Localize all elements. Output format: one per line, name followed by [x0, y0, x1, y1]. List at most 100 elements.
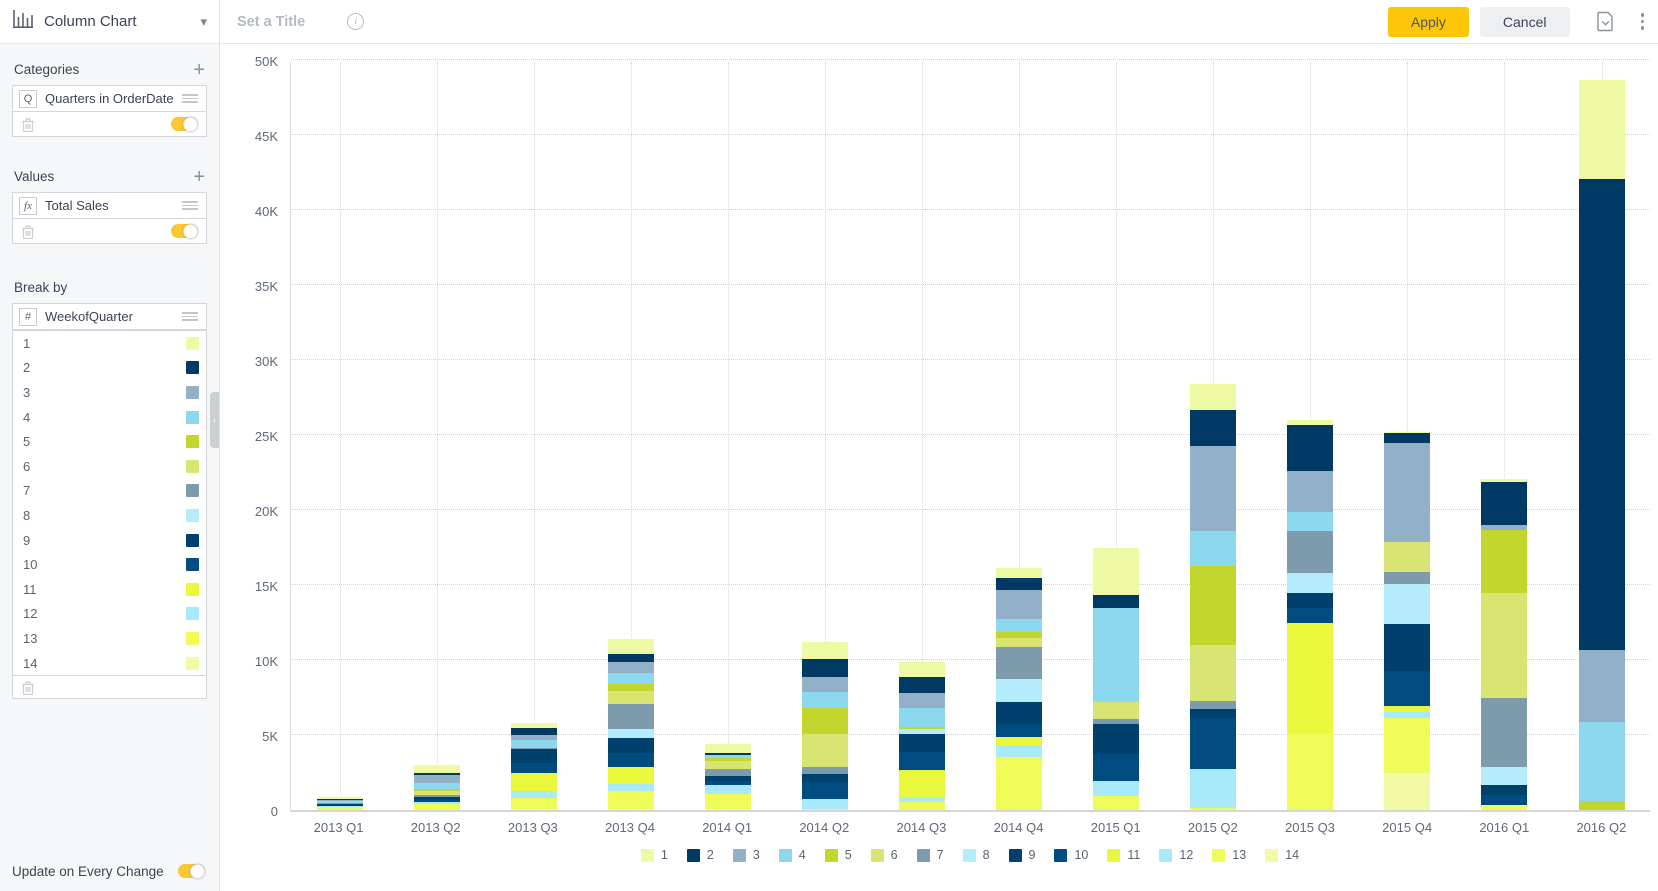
- add-value-button[interactable]: +: [193, 165, 205, 188]
- bar-segment[interactable]: [1093, 718, 1140, 724]
- legend-item[interactable]: 5: [824, 848, 852, 862]
- stacked-column[interactable]: [996, 567, 1043, 810]
- stacked-column[interactable]: [1190, 384, 1237, 810]
- bar-segment[interactable]: [1287, 608, 1334, 624]
- bar-segment[interactable]: [1093, 723, 1140, 754]
- bar-segment[interactable]: [510, 798, 557, 810]
- legend-item[interactable]: 8: [962, 848, 990, 862]
- bar-segment[interactable]: [510, 791, 557, 798]
- menu-icon[interactable]: [182, 201, 198, 210]
- break-by-item[interactable]: 4: [13, 405, 206, 430]
- bar-segment[interactable]: [1481, 804, 1528, 810]
- bar-segment[interactable]: [413, 801, 460, 804]
- break-by-item-swatch[interactable]: [186, 435, 199, 449]
- bar-segment[interactable]: [801, 659, 848, 677]
- bar-segment[interactable]: [996, 637, 1043, 648]
- bar-segment[interactable]: [899, 729, 945, 734]
- break-by-item[interactable]: 14: [13, 651, 206, 676]
- bar-segment[interactable]: [1481, 697, 1528, 767]
- bar-segment[interactable]: [1190, 708, 1237, 718]
- bar-segment[interactable]: [1384, 443, 1431, 543]
- values-toggle[interactable]: [171, 223, 198, 239]
- bar-segment[interactable]: [510, 735, 557, 741]
- bar-segment[interactable]: [1287, 424, 1334, 471]
- bar-segment[interactable]: [996, 736, 1043, 745]
- bar-segment[interactable]: [607, 783, 654, 792]
- break-by-item-swatch[interactable]: [186, 459, 199, 473]
- bar-segment[interactable]: [899, 726, 945, 729]
- bar-segment[interactable]: [316, 802, 363, 804]
- chart-type-selector[interactable]: Column Chart ▾: [0, 0, 219, 44]
- bar-segment[interactable]: [510, 749, 557, 763]
- bar-segment[interactable]: [1287, 593, 1334, 609]
- bar-segment[interactable]: [1481, 481, 1528, 525]
- break-by-item[interactable]: 7: [13, 479, 206, 504]
- bar-segment[interactable]: [1287, 732, 1334, 810]
- bar-segment[interactable]: [1481, 530, 1528, 593]
- stacked-column[interactable]: [1384, 432, 1431, 810]
- bar-segment[interactable]: [1384, 624, 1431, 671]
- bar-segment[interactable]: [607, 767, 654, 784]
- update-on-change-toggle[interactable]: [178, 863, 205, 879]
- bar-segment[interactable]: [1190, 701, 1237, 709]
- trash-icon[interactable]: [21, 680, 35, 695]
- bar-segment[interactable]: [996, 578, 1043, 590]
- break-by-item-swatch[interactable]: [186, 656, 199, 670]
- menu-icon[interactable]: [182, 312, 198, 321]
- bar-segment[interactable]: [1190, 807, 1237, 810]
- stacked-column[interactable]: [413, 765, 460, 810]
- break-by-item-swatch[interactable]: [186, 533, 199, 547]
- bar-segment[interactable]: [607, 672, 654, 684]
- bar-segment[interactable]: [607, 690, 654, 705]
- bar-segment[interactable]: [1384, 670, 1431, 706]
- sidebar-collapse-handle[interactable]: ‹: [210, 392, 219, 448]
- bar-segment[interactable]: [801, 808, 848, 810]
- bar-segment[interactable]: [316, 807, 363, 810]
- legend-item[interactable]: 7: [916, 848, 944, 862]
- legend-item[interactable]: 12: [1159, 848, 1193, 862]
- bar-segment[interactable]: [510, 723, 557, 729]
- bar-segment[interactable]: [801, 733, 848, 767]
- bar-segment[interactable]: [1093, 594, 1140, 608]
- stacked-column[interactable]: [1093, 547, 1140, 810]
- bar-segment[interactable]: [510, 762, 557, 774]
- break-by-item-swatch[interactable]: [186, 631, 199, 645]
- bar-segment[interactable]: [1578, 79, 1625, 179]
- bar-segment[interactable]: [607, 704, 654, 729]
- bar-segment[interactable]: [704, 768, 751, 776]
- break-by-item-swatch[interactable]: [186, 508, 199, 522]
- break-by-item[interactable]: 2: [13, 356, 206, 381]
- bar-segment[interactable]: [316, 801, 363, 803]
- title-input[interactable]: Set a Title: [237, 13, 306, 30]
- break-by-item[interactable]: 6: [13, 454, 206, 479]
- bar-segment[interactable]: [996, 631, 1043, 638]
- bar-segment[interactable]: [316, 804, 363, 806]
- bar-segment[interactable]: [413, 783, 460, 789]
- bar-segment[interactable]: [413, 791, 460, 795]
- bar-segment[interactable]: [1093, 780, 1140, 796]
- bar-segment[interactable]: [1190, 446, 1237, 531]
- bar-segment[interactable]: [1093, 795, 1140, 810]
- stacked-column[interactable]: [510, 723, 557, 810]
- bar-segment[interactable]: [899, 751, 945, 770]
- bar-segment[interactable]: [1384, 432, 1431, 433]
- values-field[interactable]: fx Total Sales: [12, 192, 207, 219]
- bar-segment[interactable]: [316, 797, 363, 799]
- bar-segment[interactable]: [704, 808, 751, 810]
- legend-item[interactable]: 1: [640, 848, 668, 862]
- bar-segment[interactable]: [704, 775, 751, 781]
- bar-segment[interactable]: [1190, 566, 1237, 645]
- bar-segment[interactable]: [510, 773, 557, 792]
- bar-segment[interactable]: [1578, 178, 1625, 650]
- categories-toggle[interactable]: [171, 116, 198, 132]
- legend-item[interactable]: 10: [1054, 848, 1088, 862]
- categories-field[interactable]: Q Quarters in OrderDate: [12, 85, 207, 112]
- bar-segment[interactable]: [704, 760, 751, 769]
- stacked-column[interactable]: [1578, 79, 1625, 810]
- bar-segment[interactable]: [413, 765, 460, 773]
- bar-segment[interactable]: [1190, 768, 1237, 808]
- bar-segment[interactable]: [1190, 717, 1237, 769]
- bar-segment[interactable]: [1287, 531, 1334, 573]
- stacked-column[interactable]: [704, 744, 751, 810]
- bar-segment[interactable]: [1384, 711, 1431, 718]
